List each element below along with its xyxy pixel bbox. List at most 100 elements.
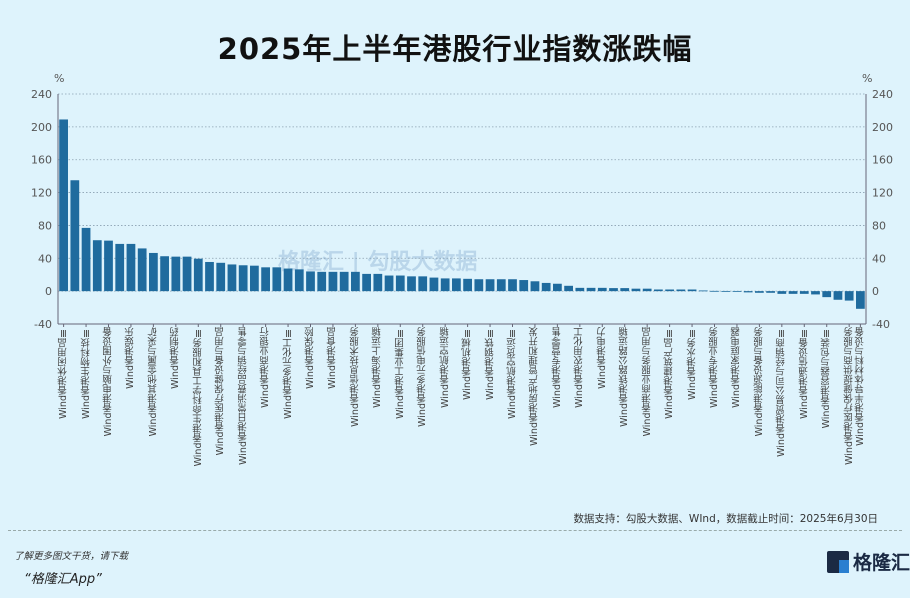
bar xyxy=(474,279,484,292)
bar xyxy=(395,275,405,292)
y-tick-label-right: 80 xyxy=(872,219,886,232)
bar xyxy=(261,267,270,292)
y-tick-label-left: 240 xyxy=(31,88,52,101)
y-tick-label-right: 120 xyxy=(872,187,893,200)
bar xyxy=(126,243,136,292)
bar xyxy=(407,276,416,292)
y-tick-label-left: 0 xyxy=(45,285,52,298)
bar xyxy=(238,265,248,292)
bar xyxy=(508,279,517,292)
x-tick-label: Wind香港建筑产品Ⅲ xyxy=(664,327,676,419)
y-tick-label-right: 0 xyxy=(872,285,879,298)
app-name: “格隆汇App” xyxy=(24,572,102,587)
bar xyxy=(193,258,203,292)
bar xyxy=(463,278,472,292)
logo-text: 格隆汇 xyxy=(853,552,910,574)
y-tick-label-left: -40 xyxy=(34,318,52,331)
promo-text: 了解更多图文干货，请下载 xyxy=(14,551,129,562)
y-tick-label-left: 40 xyxy=(38,252,52,265)
bar xyxy=(575,287,585,292)
bar xyxy=(328,271,338,292)
bar xyxy=(676,289,686,292)
y-tick-label-right: 160 xyxy=(872,154,893,167)
x-tick-label: Wind香港商业服务与用品 xyxy=(641,327,653,437)
x-tick-label: Wind香港航空运输 xyxy=(439,327,451,408)
y-axis-unit-left: % xyxy=(54,72,65,85)
y-tick-label-right: 200 xyxy=(872,121,893,134)
x-tick-label: Wind香港娱乐 xyxy=(125,327,137,389)
bar xyxy=(856,291,865,309)
bar xyxy=(294,269,304,292)
footer-divider xyxy=(8,530,902,531)
y-tick-label-left: 160 xyxy=(31,154,52,167)
x-tick-label: Wind香港航空货运Ⅲ xyxy=(507,327,518,419)
bar xyxy=(519,280,529,292)
bar xyxy=(440,278,450,292)
x-tick-label: Wind香港家庭电器 xyxy=(731,327,743,408)
bar xyxy=(620,288,630,292)
bar xyxy=(586,287,596,292)
bar xyxy=(811,291,820,295)
bar xyxy=(665,289,674,292)
x-tick-label: Wind香港工业集团Ⅲ xyxy=(394,327,406,419)
x-tick-label: Wind香港半导体材料与设备 xyxy=(854,327,866,446)
bar xyxy=(452,278,461,292)
x-tick-label: Wind香港商业银行 xyxy=(260,327,272,408)
bar xyxy=(755,291,764,293)
bar xyxy=(485,279,495,292)
bar xyxy=(496,279,506,292)
x-tick-label: Wind香港房地产管理和开发 xyxy=(529,327,541,446)
bar xyxy=(351,271,360,292)
y-tick-label-right: -40 xyxy=(872,318,890,331)
bar xyxy=(609,288,618,292)
bar xyxy=(429,277,439,292)
bar xyxy=(721,290,731,292)
bar xyxy=(732,290,742,292)
bar xyxy=(362,273,371,292)
logo-icon xyxy=(827,550,849,573)
bar xyxy=(799,291,809,294)
bar xyxy=(766,291,775,293)
bar xyxy=(339,271,349,292)
bar xyxy=(149,252,158,292)
bar xyxy=(182,256,192,292)
bar xyxy=(743,291,753,293)
x-tick-label: Wind香港贸易公司与经销商Ⅲ xyxy=(776,327,788,457)
bar xyxy=(205,261,214,292)
bar xyxy=(283,268,293,292)
bar xyxy=(631,288,641,292)
x-tick-label: Wind香港能源设备与服务 xyxy=(753,327,765,437)
y-axis-unit-right: % xyxy=(862,72,873,85)
x-tick-label: Wind香港专营零售 xyxy=(551,327,563,408)
y-tick-label-right: 40 xyxy=(872,252,886,265)
bar xyxy=(654,289,663,292)
x-tick-label: Wind香港医疗保健设备与用品 xyxy=(215,327,227,456)
bar xyxy=(418,276,428,292)
bar xyxy=(216,262,226,292)
bar xyxy=(553,283,562,292)
y-tick-label-left: 120 xyxy=(31,187,52,200)
x-tick-label: Wind香港多元化工Ⅲ xyxy=(282,327,294,419)
y-tick-label-right: 240 xyxy=(872,88,893,101)
x-tick-label: Wind香港专业服务 xyxy=(709,327,720,408)
bar xyxy=(70,180,80,292)
x-tick-label: Wind香港水务Ⅲ xyxy=(686,327,698,400)
x-tick-label: Wind香港食品 xyxy=(327,327,339,389)
x-tick-label: Wind香港休闲用品Ⅲ xyxy=(58,327,70,419)
bar xyxy=(642,288,652,292)
bar xyxy=(227,264,237,292)
bar xyxy=(844,291,854,301)
bar xyxy=(822,291,832,298)
x-tick-label: Wind香港机械Ⅲ xyxy=(462,327,474,400)
x-tick-label: Wind香港铁路公路运输 xyxy=(619,327,631,427)
x-tick-label: Wind香港电力 xyxy=(596,327,608,389)
watermark: 格隆汇 | 勾股大数据 xyxy=(278,250,478,275)
bar xyxy=(171,256,181,292)
bar xyxy=(137,248,147,292)
bar xyxy=(384,275,394,292)
bar xyxy=(317,271,327,292)
bar xyxy=(272,267,282,292)
bar xyxy=(160,256,169,292)
bar xyxy=(306,271,315,292)
